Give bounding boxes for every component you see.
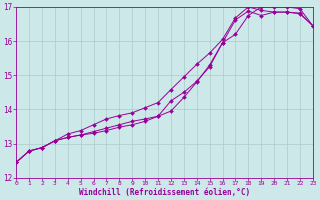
X-axis label: Windchill (Refroidissement éolien,°C): Windchill (Refroidissement éolien,°C) (79, 188, 250, 197)
